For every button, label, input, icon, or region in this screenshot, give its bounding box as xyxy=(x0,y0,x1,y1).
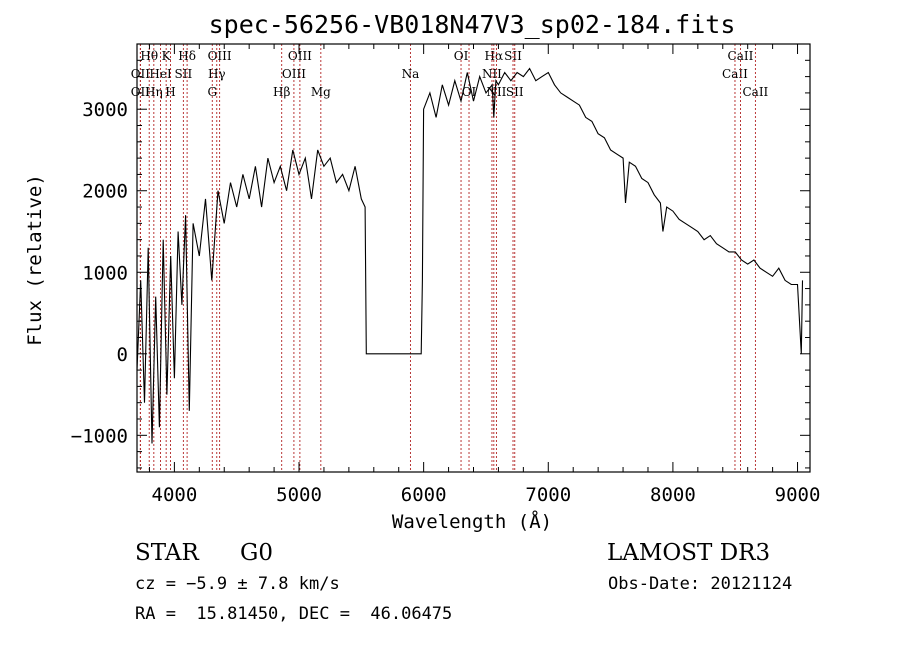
y-tick-label: 1000 xyxy=(82,262,128,284)
line-label: OII xyxy=(131,85,151,99)
line-label: CaII xyxy=(742,85,768,99)
line-label: Na xyxy=(402,67,420,81)
axis-ticks: 4000 5000 6000 7000 8000 9000 −1000 0 1000 2000 30… xyxy=(71,44,821,506)
line-label: H xyxy=(165,85,175,99)
line-label: Hθ xyxy=(140,49,158,63)
object-class: STAR xyxy=(135,540,199,566)
plot-frame xyxy=(136,43,811,473)
x-tick-label: 5000 xyxy=(276,484,322,506)
line-label: Mg xyxy=(311,85,331,99)
line-label: HeI xyxy=(149,67,172,81)
line-label: NII xyxy=(482,67,502,81)
line-label: G xyxy=(207,85,217,99)
line-label: SII xyxy=(506,85,524,99)
x-tick-label: 8000 xyxy=(650,484,696,506)
line-label: CaII xyxy=(722,67,748,81)
line-label: SII xyxy=(504,49,522,63)
line-label: OI xyxy=(454,49,469,63)
y-tick-label: −1000 xyxy=(71,425,128,447)
line-label: Hγ xyxy=(208,67,226,81)
x-tick-label: 9000 xyxy=(775,484,821,506)
y-tick-label: 2000 xyxy=(82,181,128,203)
line-label: K xyxy=(162,49,172,63)
x-tick-label: 6000 xyxy=(401,484,447,506)
line-label: OI xyxy=(462,85,477,99)
line-label: NII xyxy=(486,85,506,99)
line-label: Hδ xyxy=(178,49,196,63)
object-subclass: G0 xyxy=(240,540,274,566)
line-label: OIII xyxy=(282,67,306,81)
y-tick-label: 0 xyxy=(117,344,128,366)
x-tick-label: 7000 xyxy=(525,484,571,506)
observation-date: Obs-Date: 20121124 xyxy=(608,574,793,594)
line-label: Hη xyxy=(145,85,163,99)
line-label: OIII xyxy=(288,49,312,63)
line-label: Hα xyxy=(485,49,504,63)
sky-coordinates: RA = 15.81450, DEC = 46.06475 xyxy=(135,604,453,624)
y-axis-label: Flux (relative) xyxy=(24,174,46,346)
chart-title: spec-56256-VB018N47V3_sp02-184.fits xyxy=(209,10,736,39)
line-label: OIII xyxy=(208,49,232,63)
x-tick-label: 4000 xyxy=(152,484,198,506)
y-tick-label: 3000 xyxy=(82,99,128,121)
survey-name: LAMOST DR3 xyxy=(607,540,771,566)
spectrum-line xyxy=(136,67,804,444)
line-label: CaII xyxy=(728,49,754,63)
line-label: SII xyxy=(175,67,193,81)
x-axis-label: Wavelength (Å) xyxy=(392,510,552,533)
redshift-velocity: cz = −5.9 ± 7.8 km/s xyxy=(135,574,340,594)
line-label: Hβ xyxy=(273,85,290,99)
